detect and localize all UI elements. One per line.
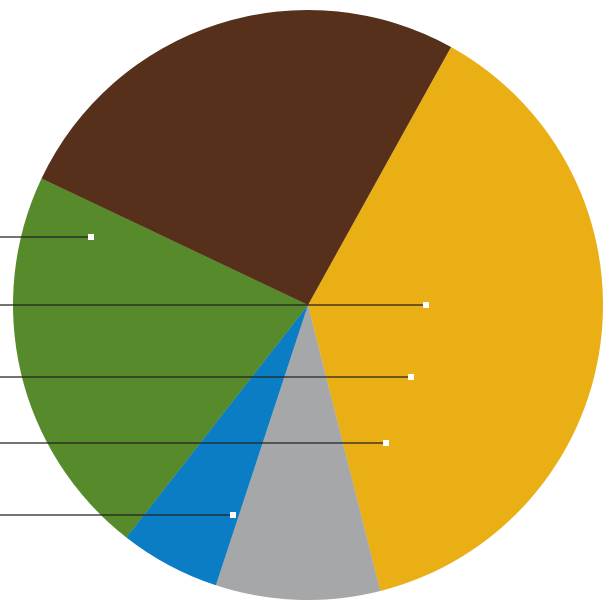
pie-slice-1: [308, 46, 603, 591]
leader-marker-4: [230, 512, 236, 518]
pie-slice-2: [215, 305, 381, 601]
leader-marker-2: [408, 374, 414, 380]
pie-slice-5: [41, 10, 452, 305]
pie-slice-4: [13, 178, 308, 538]
leader-marker-1: [423, 302, 429, 308]
leader-marker-3: [383, 440, 389, 446]
leader-marker-5: [88, 234, 94, 240]
